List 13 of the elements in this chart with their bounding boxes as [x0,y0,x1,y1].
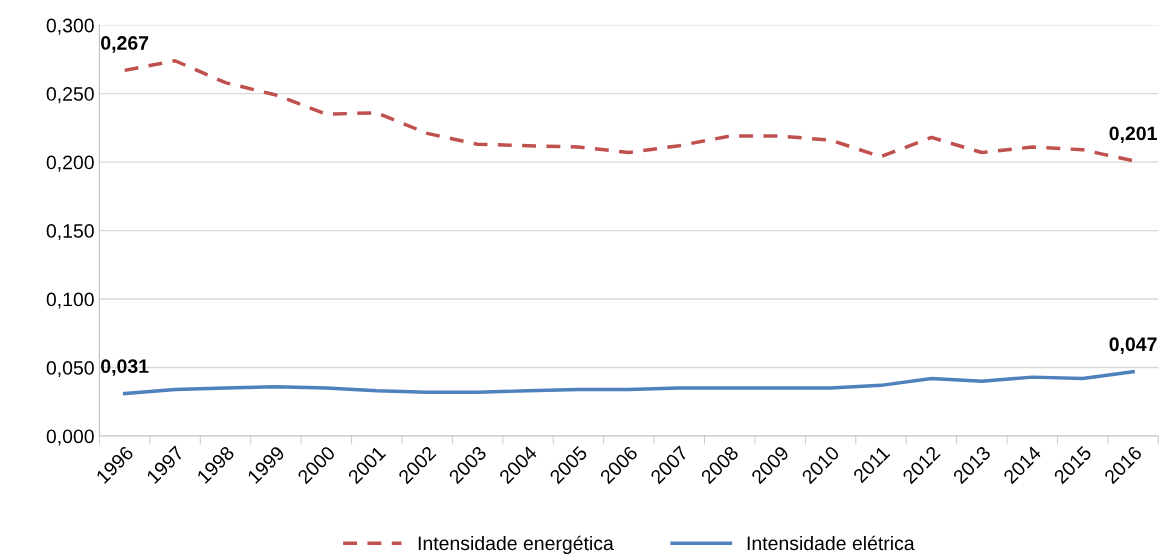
data-label: 0,031 [101,359,149,376]
y-tick-label: 0,200 [46,155,94,172]
data-label: 0,267 [101,36,149,53]
y-tick-label: 0,300 [46,18,94,35]
y-tick-label: 0,000 [46,429,94,446]
legend-label: Intensidade energética [418,535,614,555]
y-tick-label: 0,150 [46,224,94,241]
y-tick-label: 0,050 [46,361,94,378]
y-tick-label: 0,100 [46,292,94,309]
data-label: 0,047 [1109,337,1157,354]
data-label: 0,201 [1109,126,1157,144]
y-tick-label: 0,250 [46,87,94,104]
legend-label: Intensidade elétrica [747,535,915,551]
